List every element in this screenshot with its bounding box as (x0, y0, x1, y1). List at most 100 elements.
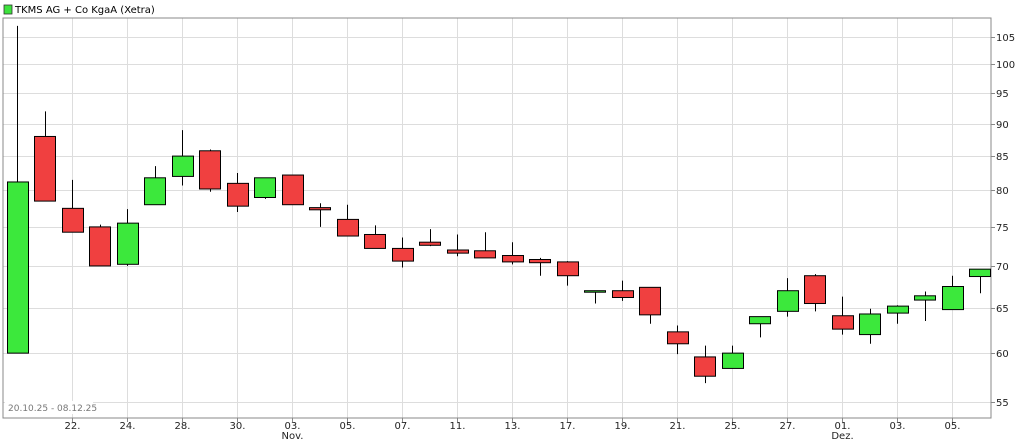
candle (62, 179, 84, 233)
candle (887, 305, 909, 324)
candle (722, 345, 744, 369)
candle (804, 274, 826, 312)
candle (969, 268, 991, 294)
candle-body-up (722, 352, 744, 369)
candle (282, 174, 304, 206)
candle-body-down (62, 207, 84, 233)
candle-body-up (942, 286, 964, 311)
x-tick-label: 21. (670, 421, 686, 432)
candle-body-up (254, 177, 276, 199)
candle-body-down (832, 315, 854, 330)
candle-body-down (667, 331, 689, 345)
x-tick-label: 01. (835, 421, 851, 432)
candle (584, 290, 606, 304)
x-tick-label: 11. (450, 421, 466, 432)
candle-body-down (199, 150, 221, 190)
x-tick-label: 28. (175, 421, 191, 432)
x-tick-label: 05. (945, 421, 961, 432)
candle (172, 130, 194, 186)
candle-body-up (969, 268, 991, 278)
candle (694, 345, 716, 384)
candle-body-up (749, 316, 771, 325)
candle-body-down (529, 258, 551, 264)
y-tick-label: 90 (996, 120, 1009, 131)
candle (859, 308, 881, 344)
candle-body-down (34, 135, 56, 202)
legend-swatch (3, 4, 13, 15)
candle-body-down (392, 247, 414, 262)
y-tick-label: 95 (996, 89, 1009, 100)
candle (227, 172, 249, 213)
candle (667, 325, 689, 355)
x-tick-label: 22. (65, 421, 81, 432)
candle (474, 232, 496, 259)
candle-body-up (914, 295, 936, 301)
candle-body-down (337, 218, 359, 237)
candle (7, 25, 29, 354)
candle (309, 203, 331, 227)
candle (254, 177, 276, 199)
candle-body-up (777, 290, 799, 312)
y-tick-label: 100 (996, 60, 1015, 71)
candle (639, 286, 661, 324)
candle (364, 225, 386, 249)
candle-body-down (694, 356, 716, 377)
candle-body-down (612, 290, 634, 299)
x-tick-month-label: Dez. (831, 431, 853, 442)
candle (942, 275, 964, 311)
y-tick-label: 75 (996, 223, 1009, 234)
plot-border (2, 17, 992, 419)
candle-body-up (117, 222, 139, 265)
x-tick-label: 24. (120, 421, 136, 432)
candle-body-down (502, 255, 524, 263)
candle-body-down (364, 233, 386, 249)
candle-body-up (144, 177, 166, 206)
candle (419, 229, 441, 247)
x-tick-month-label: Nov. (282, 431, 304, 442)
y-tick-label: 80 (996, 186, 1009, 197)
x-tick-label: 05. (340, 421, 356, 432)
x-tick-label: 27. (780, 421, 796, 432)
candle (117, 209, 139, 266)
candle (337, 204, 359, 237)
y-axis: 55 60 65 70 75 80 85 90 95 100 105 (991, 33, 1015, 409)
candle-body-up (584, 290, 606, 293)
candle-body-down (804, 275, 826, 305)
x-tick-label: 30. (230, 421, 246, 432)
candle (502, 242, 524, 265)
candle (89, 224, 111, 267)
candle-body-down (309, 207, 331, 211)
x-axis: 22. 24. 28. 30. 03.Nov.05. 07. 11. 13. 17. 19. 21.… (65, 418, 961, 442)
candle-body-down (447, 249, 469, 254)
candle-body-down (227, 182, 249, 207)
candle-body-down (419, 241, 441, 246)
x-tick-label: 07. (395, 421, 411, 432)
candle-body-up (859, 313, 881, 336)
candles-layer (7, 25, 991, 384)
candle (612, 280, 634, 301)
date-range-background (5, 401, 93, 414)
x-tick-label: 03. (890, 421, 906, 432)
candle (777, 278, 799, 317)
x-tick-label: 17. (560, 421, 576, 432)
x-tick-label: 25. (725, 421, 741, 432)
candle (447, 234, 469, 257)
candle (144, 166, 166, 206)
candle (914, 291, 936, 322)
candle (199, 149, 221, 192)
x-tick-label: 03. (285, 421, 301, 432)
y-tick-label: 70 (996, 262, 1009, 273)
candle-body-down (282, 174, 304, 206)
x-tick-label: 19. (615, 421, 631, 432)
y-tick-label: 105 (996, 33, 1015, 44)
y-tick-label: 60 (996, 349, 1009, 360)
x-tick-label: 13. (505, 421, 521, 432)
candle (529, 257, 551, 276)
candle-body-up (172, 155, 194, 177)
candle-body-down (474, 250, 496, 259)
candle (34, 111, 56, 202)
candle (557, 261, 579, 286)
date-range-label: 20.10.25 - 08.12.25 (8, 404, 97, 414)
